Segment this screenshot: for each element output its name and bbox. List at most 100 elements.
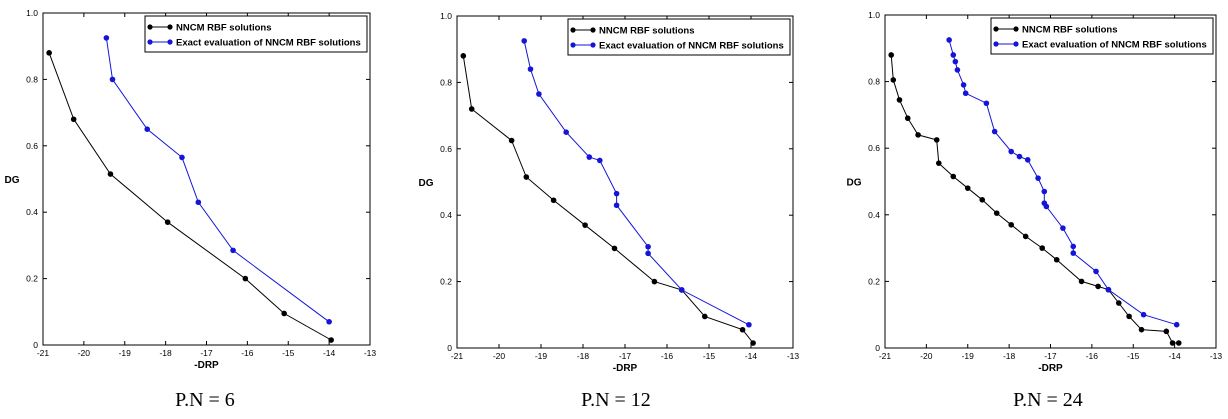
data-point-series-2 [1024, 157, 1031, 163]
x-tick-label: -19 [119, 348, 132, 358]
data-point-series-1 [468, 106, 475, 112]
legend-marker [147, 39, 153, 45]
y-tick-label: 0.2 [26, 274, 38, 284]
data-point-series-1 [1078, 278, 1085, 285]
data-point-series-1 [915, 132, 921, 138]
data-point-series-1 [890, 77, 897, 83]
x-tick-label: -20 [493, 351, 506, 361]
data-point-series-1 [979, 197, 986, 203]
data-point-series-1 [281, 310, 287, 317]
x-tick-label: -15 [703, 351, 716, 361]
y-tick-label: 0.4 [26, 207, 38, 217]
legend-label: NNCM RBF solutions [1022, 25, 1118, 36]
data-point-series-2 [527, 66, 534, 72]
legend-marker [1013, 26, 1019, 32]
data-point-series-2 [1140, 311, 1147, 318]
data-point-series-1 [1163, 328, 1170, 335]
data-point-series-1 [1095, 283, 1101, 290]
data-point-series-2 [326, 318, 332, 325]
data-point-series-2 [1043, 203, 1050, 210]
data-point-series-1 [523, 174, 530, 180]
series-line-1 [462, 55, 754, 344]
x-tick-label: -14 [323, 348, 336, 358]
data-point-series-2 [109, 76, 116, 83]
data-point-series-2 [1173, 321, 1180, 328]
data-point-series-1 [950, 173, 957, 180]
data-point-series-1 [328, 337, 334, 343]
y-tick-label: 0.2 [440, 277, 452, 287]
data-point-series-1 [508, 137, 515, 144]
x-axis-label: -DRP [194, 360, 219, 371]
chart-caption: P.N = 6 [175, 389, 235, 411]
y-tick-label: 0.2 [868, 276, 880, 286]
data-point-series-2 [179, 154, 185, 161]
legend-label: NNCM RBF solutions [599, 26, 695, 37]
x-tick-label: -13 [787, 351, 800, 361]
data-point-series-1 [1008, 221, 1014, 228]
y-tick-label: 0.6 [868, 143, 880, 153]
x-tick-label: -20 [78, 348, 91, 358]
data-point-series-1 [70, 116, 77, 123]
legend-marker [570, 27, 576, 33]
x-tick-label: -21 [37, 348, 50, 358]
data-point-series-2 [144, 126, 151, 132]
x-tick-label: -13 [1210, 351, 1223, 361]
plot-frame [42, 12, 371, 346]
data-point-series-2 [521, 38, 527, 44]
legend-marker [167, 24, 173, 30]
series-line-1 [48, 52, 332, 341]
x-tick-label: -13 [364, 348, 377, 358]
y-tick-label: 0.8 [868, 77, 880, 87]
data-point-series-1 [702, 313, 708, 320]
y-tick-label: 0 [875, 343, 880, 353]
y-tick-label: 0 [33, 340, 38, 350]
y-axis-label: DG [419, 178, 434, 189]
legend-marker [570, 42, 576, 48]
y-tick-label: 0.6 [26, 141, 38, 151]
legend-label: Exact evaluation of NNCM RBF solutions [176, 38, 361, 49]
x-tick-label: -18 [1003, 351, 1016, 361]
data-point-series-2 [950, 52, 957, 58]
legend-marker [590, 42, 596, 48]
data-point-series-2 [962, 90, 969, 97]
data-point-series-1 [242, 275, 249, 282]
data-point-series-2 [954, 67, 961, 73]
data-point-series-2 [991, 128, 998, 135]
x-tick-label: -16 [661, 351, 674, 361]
chart-panel-3: -21 -20 -19 -18 -17 -16 -15 -14 -13 0 0.2 0.4 0.6 0.8… [818, 0, 1227, 419]
data-point-series-2 [1093, 268, 1099, 275]
data-point-series-1 [1022, 233, 1029, 240]
legend-marker [167, 39, 173, 45]
x-tick-label: -17 [1044, 351, 1057, 361]
data-point-series-1 [1138, 326, 1145, 333]
x-tick-label: -18 [577, 351, 590, 361]
legend-marker [1013, 41, 1019, 47]
data-point-series-1 [611, 245, 618, 252]
series-line-2 [105, 37, 330, 323]
data-point-series-1 [164, 219, 171, 225]
data-point-series-1 [582, 222, 588, 228]
y-tick-label: 1.0 [26, 8, 38, 18]
data-point-series-1 [550, 197, 557, 204]
data-point-series-1 [1169, 340, 1176, 346]
y-tick-label: 0.8 [26, 74, 38, 84]
y-tick-label: 0.4 [868, 210, 880, 220]
x-tick-label: -14 [1168, 351, 1181, 361]
data-point-series-2 [1060, 225, 1066, 231]
data-point-series-2 [645, 243, 651, 250]
data-point-series-2 [645, 250, 651, 257]
y-tick-label: 0.6 [440, 144, 452, 154]
data-point-series-1 [888, 52, 895, 58]
chart-svg: -21 -20 -19 -18 -17 -16 -15 -14 -13 0 0.2 0.4 0.6 0.8… [419, 11, 800, 374]
x-tick-label: -19 [962, 351, 975, 361]
data-point-series-2 [952, 58, 959, 65]
data-point-series-1 [46, 50, 52, 56]
legend-box [567, 18, 791, 56]
data-point-series-1 [896, 97, 903, 103]
data-point-series-1 [1115, 300, 1122, 306]
y-tick-label: 1.0 [440, 11, 452, 21]
x-tick-label: -19 [535, 351, 548, 361]
legend-marker [147, 24, 153, 30]
data-point-series-1 [1039, 245, 1046, 251]
plot-frame [456, 15, 794, 349]
